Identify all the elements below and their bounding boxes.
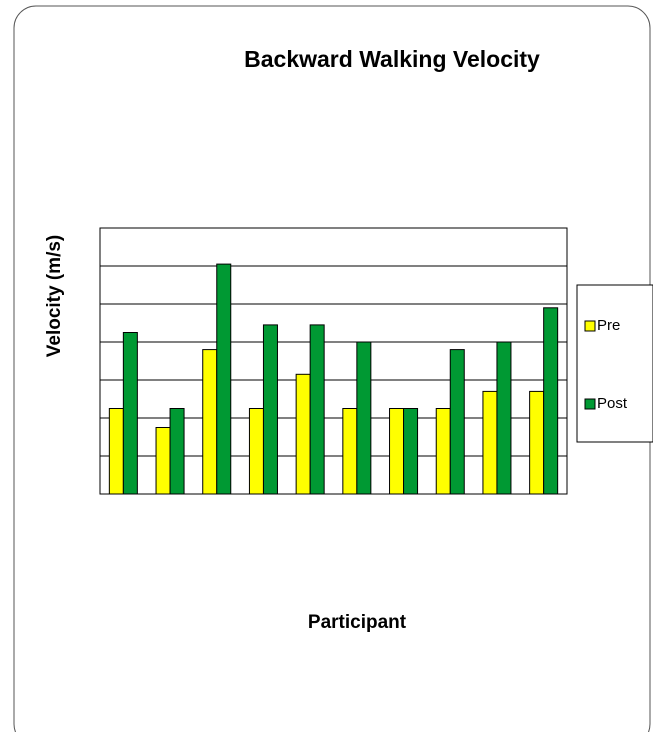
bar — [356, 341, 372, 495]
bar — [169, 408, 185, 495]
bar — [262, 324, 278, 495]
bar — [435, 408, 451, 495]
bar — [216, 263, 232, 495]
legend-swatch — [584, 320, 596, 332]
bar — [389, 408, 405, 495]
bar — [403, 408, 419, 495]
bar — [155, 427, 171, 495]
x-axis-label: Participant — [308, 612, 407, 633]
legend-box — [576, 284, 653, 443]
bar — [342, 408, 358, 495]
bar — [496, 341, 512, 495]
legend-swatch — [584, 398, 596, 410]
bar — [108, 408, 124, 495]
y-axis-label: Velocity (m/s) — [44, 235, 65, 358]
legend-label: Pre — [597, 317, 620, 334]
bar — [529, 390, 545, 495]
bar — [449, 349, 465, 495]
bar — [543, 307, 559, 495]
bar — [309, 324, 325, 495]
chart-title: Backward Walking Velocity — [244, 46, 540, 72]
bar — [122, 332, 138, 495]
bar — [482, 390, 498, 495]
bar — [295, 373, 311, 495]
legend-label: Post — [597, 395, 628, 412]
bar — [248, 408, 264, 495]
bar — [202, 349, 218, 495]
